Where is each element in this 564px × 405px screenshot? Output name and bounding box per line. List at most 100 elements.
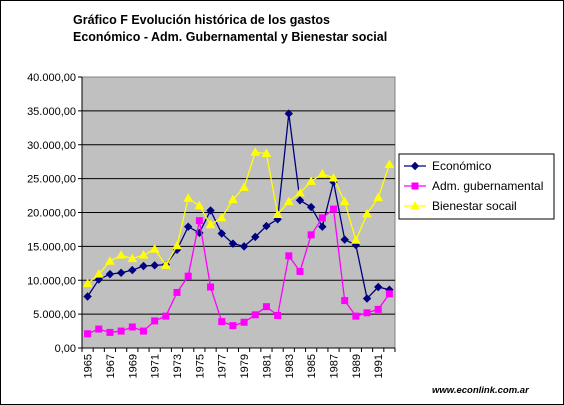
- data-point: [150, 261, 159, 270]
- x-tick-label: 1991: [373, 354, 385, 378]
- data-point: [195, 217, 203, 225]
- data-point: [318, 222, 327, 231]
- data-point: [306, 202, 316, 212]
- x-tick-label: 1973: [172, 354, 184, 378]
- data-point: [84, 330, 92, 338]
- data-point: [160, 260, 171, 269]
- x-tick-label: 1987: [329, 354, 341, 378]
- source-credit: www.econlink.com.ar: [432, 385, 529, 396]
- legend-marker: [410, 161, 420, 171]
- data-point: [83, 292, 92, 301]
- data-point: [228, 239, 238, 248]
- data-point: [127, 253, 138, 263]
- x-tick-label: 1985: [306, 354, 318, 378]
- data-point: [295, 187, 305, 197]
- data-point: [385, 290, 393, 298]
- data-point: [341, 297, 349, 305]
- series-line: [87, 113, 390, 300]
- x-tick-label: 1979: [239, 354, 251, 378]
- x-tick-label: 1983: [284, 354, 296, 378]
- data-point: [218, 318, 226, 326]
- x-tick-label: 1971: [150, 354, 162, 378]
- data-point: [317, 168, 328, 178]
- data-point: [285, 252, 293, 260]
- legend-entry: Bienestar socail: [432, 199, 517, 213]
- chart-subtitle: Económico - Adm. Gubernamental y Bienest…: [73, 30, 388, 44]
- data-point: [330, 205, 338, 213]
- x-tick-label: 1977: [217, 354, 229, 378]
- data-point: [106, 328, 114, 336]
- data-point: [228, 194, 238, 204]
- y-tick-label: 25.000,00: [27, 174, 76, 186]
- data-point: [284, 109, 294, 118]
- data-point: [274, 311, 282, 319]
- data-point: [217, 229, 226, 238]
- data-point: [206, 206, 215, 215]
- data-point: [352, 312, 360, 320]
- data-point: [295, 196, 305, 205]
- data-point: [239, 182, 249, 191]
- legend-marker: [411, 182, 419, 190]
- data-point: [183, 193, 194, 202]
- data-point: [94, 275, 103, 284]
- y-tick-label: 35.000,00: [27, 106, 76, 118]
- data-point: [363, 309, 371, 317]
- data-point: [116, 268, 126, 278]
- data-point: [283, 196, 294, 206]
- data-point: [239, 242, 249, 251]
- data-point: [207, 283, 215, 291]
- data-point: [149, 244, 160, 253]
- data-point: [216, 212, 227, 222]
- x-tick-label: 1969: [127, 354, 139, 378]
- data-point: [328, 172, 339, 182]
- data-point: [184, 272, 192, 280]
- x-tick-label: 1989: [351, 354, 363, 378]
- data-point: [339, 196, 350, 206]
- y-tick-label: 20.000,00: [27, 208, 76, 220]
- legend-marker: [410, 200, 420, 210]
- data-point: [251, 232, 260, 242]
- data-point: [340, 235, 349, 244]
- data-point: [194, 200, 205, 210]
- y-tick-label: 10.000,00: [27, 275, 76, 287]
- data-point: [93, 269, 104, 278]
- gridlines: [78, 76, 395, 349]
- y-tick-label: 30.000,00: [27, 140, 76, 152]
- x-tick-labels: 1965 1967 1969 1971 1973 1975 1977 1979 1981 1983…: [83, 354, 386, 378]
- data-point: [105, 269, 115, 279]
- data-point: [362, 208, 372, 218]
- legend-entry: Económico: [432, 159, 492, 173]
- data-point: [151, 317, 159, 325]
- data-point: [172, 240, 182, 250]
- data-point: [117, 327, 125, 335]
- y-tick-label: 5.000,00: [33, 309, 76, 321]
- data-point: [139, 261, 148, 271]
- data-point: [138, 250, 149, 259]
- x-tick-label: 1967: [105, 354, 117, 378]
- series-3: [82, 147, 395, 288]
- data-point: [261, 148, 272, 158]
- y-tick-label: 0,00: [55, 343, 76, 355]
- data-point: [250, 147, 261, 156]
- data-point: [373, 192, 384, 202]
- data-point: [374, 282, 383, 292]
- y-tick-labels: 0,00 5.000,00 10.000,00 15.000,00 20.000,00 2…: [27, 72, 76, 355]
- data-point: [128, 265, 137, 275]
- data-point: [374, 305, 382, 313]
- data-point: [362, 294, 372, 303]
- data-point: [205, 219, 216, 229]
- data-point: [306, 176, 317, 185]
- data-point: [251, 311, 259, 319]
- data-point: [240, 318, 248, 326]
- series-group: [82, 109, 395, 338]
- data-point: [116, 250, 126, 259]
- data-point: [296, 267, 304, 275]
- y-tick-label: 40.000,00: [27, 72, 76, 84]
- data-point: [128, 323, 136, 331]
- data-point: [95, 325, 103, 333]
- data-point: [272, 209, 283, 219]
- data-point: [105, 256, 115, 265]
- data-point: [229, 322, 237, 330]
- data-point: [318, 214, 326, 222]
